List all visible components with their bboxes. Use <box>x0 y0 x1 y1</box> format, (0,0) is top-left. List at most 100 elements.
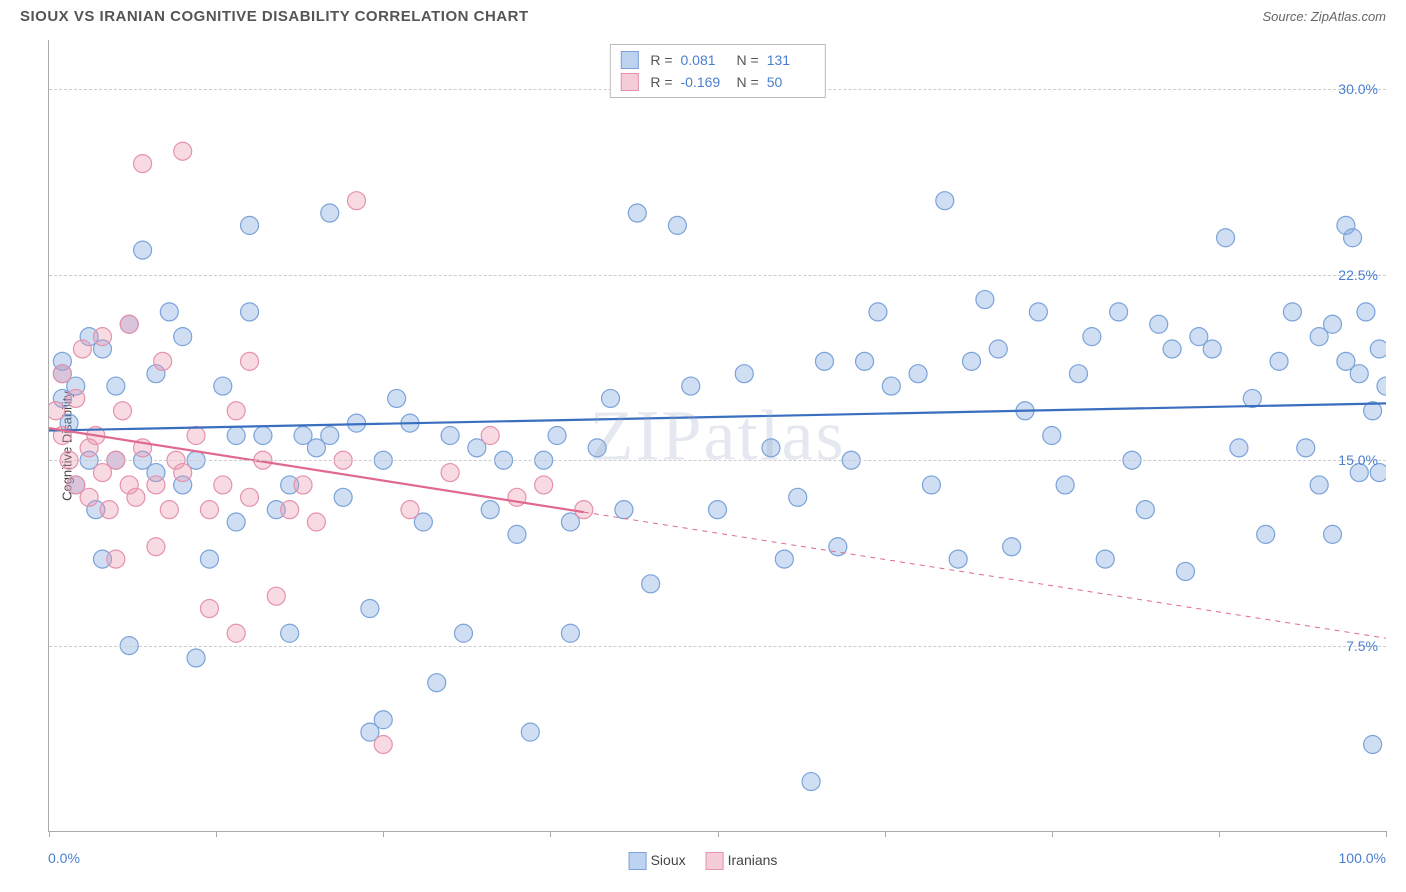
data-point <box>241 216 259 234</box>
data-point <box>160 501 178 519</box>
data-point <box>361 600 379 618</box>
data-point <box>281 501 299 519</box>
data-point <box>642 575 660 593</box>
data-point <box>388 389 406 407</box>
data-point <box>1377 377 1386 395</box>
n-value: 131 <box>767 52 815 68</box>
data-point <box>100 501 118 519</box>
data-point <box>107 377 125 395</box>
data-point <box>454 624 472 642</box>
y-tick-label: 22.5% <box>1338 267 1378 283</box>
data-point <box>709 501 727 519</box>
data-point <box>401 501 419 519</box>
x-tick <box>49 831 50 837</box>
data-point <box>535 476 553 494</box>
data-point <box>682 377 700 395</box>
data-point <box>1029 303 1047 321</box>
legend-item: Sioux <box>629 852 686 870</box>
n-label: N = <box>737 52 759 68</box>
data-point <box>1163 340 1181 358</box>
legend-swatch <box>620 51 638 69</box>
data-point <box>1270 352 1288 370</box>
data-point <box>1283 303 1301 321</box>
data-point <box>93 328 111 346</box>
x-tick <box>216 831 217 837</box>
data-point <box>1056 476 1074 494</box>
data-point <box>441 464 459 482</box>
data-point <box>1083 328 1101 346</box>
data-point <box>214 377 232 395</box>
data-point <box>241 303 259 321</box>
data-point <box>187 649 205 667</box>
data-point <box>374 735 392 753</box>
data-point <box>922 476 940 494</box>
data-point <box>1350 365 1368 383</box>
legend-row: R = 0.081 N = 131 <box>620 49 814 71</box>
data-point <box>254 427 272 445</box>
correlation-legend: R = 0.081 N = 131 R = -0.169 N = 50 <box>609 44 825 98</box>
data-point <box>281 624 299 642</box>
data-point <box>107 550 125 568</box>
data-point <box>1003 538 1021 556</box>
data-point <box>1136 501 1154 519</box>
x-tick <box>1052 831 1053 837</box>
data-point <box>481 501 499 519</box>
data-point <box>1230 439 1248 457</box>
data-point <box>307 513 325 531</box>
data-point <box>49 402 65 420</box>
data-point <box>668 216 686 234</box>
chart-title: SIOUX VS IRANIAN COGNITIVE DISABILITY CO… <box>20 8 529 25</box>
data-point <box>53 365 71 383</box>
data-point <box>214 476 232 494</box>
data-point <box>561 624 579 642</box>
legend-row: R = -0.169 N = 50 <box>620 71 814 93</box>
data-point <box>227 427 245 445</box>
r-value: -0.169 <box>681 74 729 90</box>
data-point <box>134 241 152 259</box>
x-tick <box>1386 831 1387 837</box>
data-point <box>963 352 981 370</box>
data-point <box>949 550 967 568</box>
legend-label: Iranians <box>728 852 778 868</box>
data-point <box>73 340 91 358</box>
legend-label: Sioux <box>651 852 686 868</box>
data-point <box>200 501 218 519</box>
data-point <box>869 303 887 321</box>
gridline <box>49 275 1386 276</box>
data-point <box>1150 315 1168 333</box>
data-point <box>294 476 312 494</box>
data-point <box>174 328 192 346</box>
data-point <box>227 513 245 531</box>
data-point <box>615 501 633 519</box>
data-point <box>1203 340 1221 358</box>
x-tick <box>885 831 886 837</box>
data-point <box>428 674 446 692</box>
data-point <box>1110 303 1128 321</box>
data-point <box>174 464 192 482</box>
legend-swatch <box>620 73 638 91</box>
data-point <box>67 389 85 407</box>
data-point <box>508 525 526 543</box>
chart-area: ZIPatlas R = 0.081 N = 131 R = -0.169 N … <box>48 40 1386 832</box>
data-point <box>1257 525 1275 543</box>
data-point <box>1310 476 1328 494</box>
data-point <box>187 427 205 445</box>
data-point <box>1324 315 1342 333</box>
data-point <box>374 711 392 729</box>
data-point <box>1344 229 1362 247</box>
data-point <box>775 550 793 568</box>
data-point <box>127 488 145 506</box>
data-point <box>1370 340 1386 358</box>
data-point <box>989 340 1007 358</box>
y-tick-label: 30.0% <box>1338 81 1378 97</box>
data-point <box>1357 303 1375 321</box>
data-point <box>1324 525 1342 543</box>
x-tick <box>550 831 551 837</box>
data-point <box>1176 562 1194 580</box>
data-point <box>147 538 165 556</box>
scatter-plot <box>49 40 1386 831</box>
data-point <box>267 587 285 605</box>
data-point <box>481 427 499 445</box>
r-value: 0.081 <box>681 52 729 68</box>
gridline <box>49 646 1386 647</box>
